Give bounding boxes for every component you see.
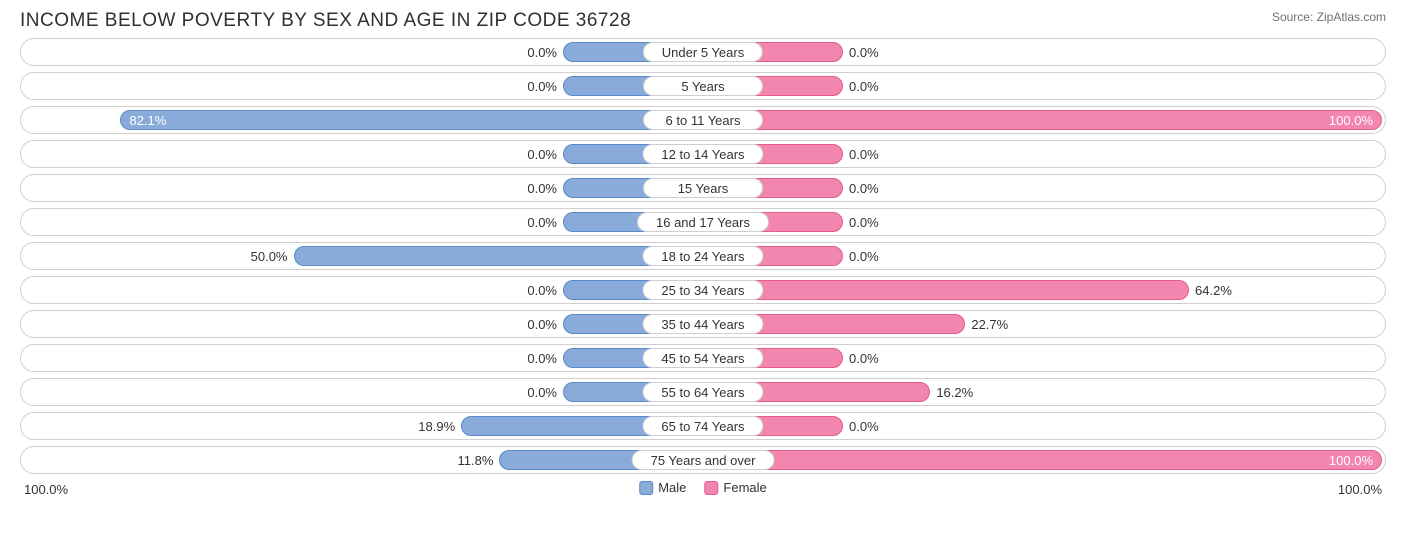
female-value: 100.0%	[1329, 447, 1373, 473]
category-label: Under 5 Years	[643, 42, 763, 62]
male-bar	[120, 110, 703, 130]
chart-row: 0.0% 0.0% 45 to 54 Years	[20, 344, 1386, 372]
category-label: 25 to 34 Years	[642, 280, 763, 300]
chart-row: 0.0% 0.0% 16 and 17 Years	[20, 208, 1386, 236]
chart-row: 0.0% 0.0% 15 Years	[20, 174, 1386, 202]
female-bar	[703, 110, 1382, 130]
legend-male: Male	[639, 480, 686, 495]
female-value: 0.0%	[849, 209, 879, 235]
female-value: 0.0%	[849, 73, 879, 99]
male-value: 0.0%	[527, 175, 557, 201]
chart-footer: 100.0% Male Female 100.0%	[0, 480, 1406, 508]
category-label: 45 to 54 Years	[642, 348, 763, 368]
chart-title: INCOME BELOW POVERTY BY SEX AND AGE IN Z…	[20, 10, 631, 32]
male-value: 0.0%	[527, 345, 557, 371]
male-value: 82.1%	[129, 107, 166, 133]
female-value: 0.0%	[849, 345, 879, 371]
chart-row: 0.0% 16.2% 55 to 64 Years	[20, 378, 1386, 406]
male-value: 0.0%	[527, 379, 557, 405]
chart-row: 0.0% 22.7% 35 to 44 Years	[20, 310, 1386, 338]
female-value: 0.0%	[849, 141, 879, 167]
chart-row: 0.0% 0.0% 5 Years	[20, 72, 1386, 100]
category-label: 6 to 11 Years	[643, 110, 763, 130]
chart-row: 82.1% 100.0% 6 to 11 Years	[20, 106, 1386, 134]
female-bar	[703, 280, 1189, 300]
male-value: 0.0%	[527, 277, 557, 303]
category-label: 16 and 17 Years	[637, 212, 769, 232]
male-value: 0.0%	[527, 141, 557, 167]
chart-area: 0.0% 0.0% Under 5 Years 0.0% 0.0% 5 Years 82.1…	[0, 38, 1406, 474]
female-value: 22.7%	[971, 311, 1008, 337]
legend-female: Female	[704, 480, 766, 495]
category-label: 35 to 44 Years	[642, 314, 763, 334]
male-swatch-icon	[639, 481, 653, 495]
male-value: 0.0%	[527, 311, 557, 337]
axis-right-label: 100.0%	[1338, 482, 1382, 497]
source-label: Source: ZipAtlas.com	[1272, 10, 1386, 24]
female-swatch-icon	[704, 481, 718, 495]
category-label: 65 to 74 Years	[642, 416, 763, 436]
male-value: 18.9%	[418, 413, 455, 439]
female-value: 0.0%	[849, 243, 879, 269]
legend: Male Female	[639, 480, 767, 495]
chart-row: 11.8% 100.0% 75 Years and over	[20, 446, 1386, 474]
male-value: 11.8%	[458, 447, 494, 473]
chart-row: 18.9% 0.0% 65 to 74 Years	[20, 412, 1386, 440]
category-label: 5 Years	[643, 76, 763, 96]
legend-female-label: Female	[723, 480, 766, 495]
axis-left-label: 100.0%	[24, 482, 68, 497]
female-value: 0.0%	[849, 413, 879, 439]
female-value: 100.0%	[1329, 107, 1373, 133]
female-value: 16.2%	[936, 379, 973, 405]
category-label: 75 Years and over	[632, 450, 775, 470]
female-value: 0.0%	[849, 39, 879, 65]
female-value: 0.0%	[849, 175, 879, 201]
category-label: 55 to 64 Years	[642, 382, 763, 402]
male-value: 50.0%	[251, 243, 288, 269]
chart-row: 0.0% 64.2% 25 to 34 Years	[20, 276, 1386, 304]
category-label: 18 to 24 Years	[642, 246, 763, 266]
female-value: 64.2%	[1195, 277, 1232, 303]
male-value: 0.0%	[527, 209, 557, 235]
male-value: 0.0%	[527, 39, 557, 65]
category-label: 12 to 14 Years	[642, 144, 763, 164]
header: INCOME BELOW POVERTY BY SEX AND AGE IN Z…	[0, 0, 1406, 38]
category-label: 15 Years	[643, 178, 763, 198]
male-value: 0.0%	[527, 73, 557, 99]
female-bar	[703, 450, 1382, 470]
legend-male-label: Male	[658, 480, 686, 495]
chart-row: 0.0% 0.0% 12 to 14 Years	[20, 140, 1386, 168]
chart-row: 50.0% 0.0% 18 to 24 Years	[20, 242, 1386, 270]
chart-row: 0.0% 0.0% Under 5 Years	[20, 38, 1386, 66]
